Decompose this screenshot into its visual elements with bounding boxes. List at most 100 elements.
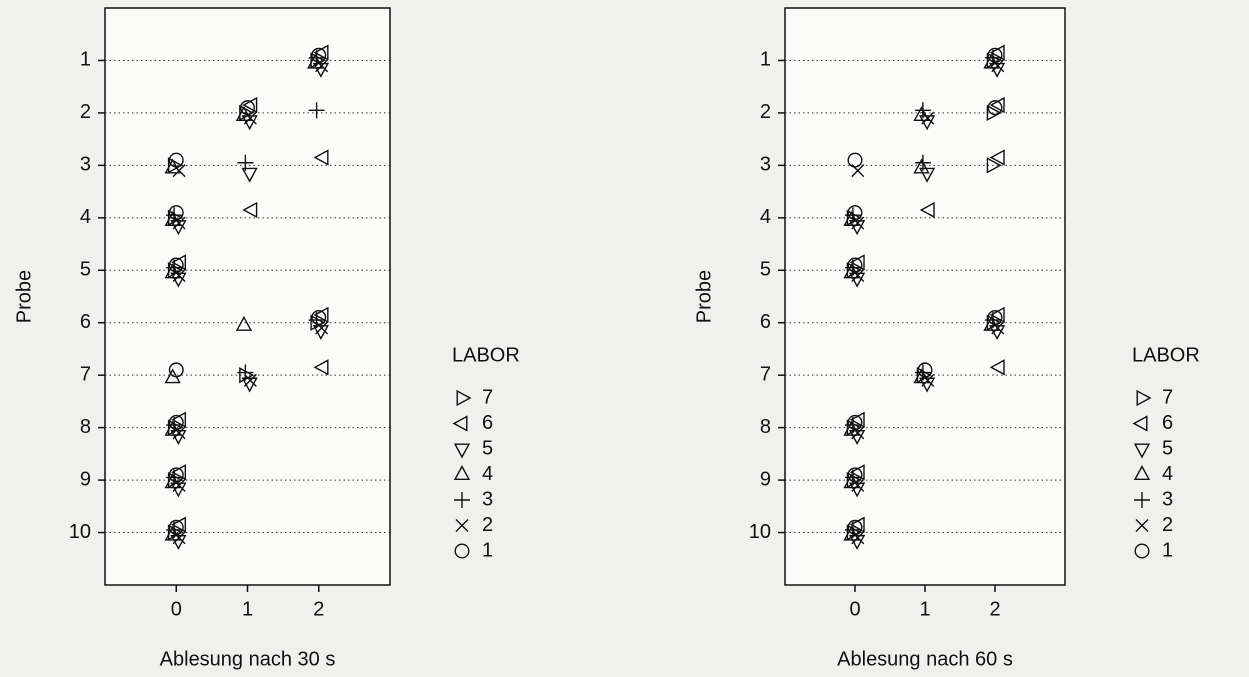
- y-tick-label: 8: [80, 416, 91, 438]
- x-axis-label: Ablesung nach 30 s: [160, 648, 336, 670]
- marker-triangle-right: [846, 262, 862, 279]
- x-tick-label: 1: [242, 598, 253, 620]
- marker-triangle-right: [310, 314, 326, 331]
- y-tick-label: 6: [80, 311, 91, 333]
- legend-label: 1: [482, 539, 493, 561]
- legend-marker: [455, 519, 469, 532]
- marker-triangle-down: [170, 482, 187, 498]
- marker-plus: [308, 102, 325, 119]
- y-tick-label: 2: [80, 101, 91, 123]
- y-tick-label: 5: [760, 259, 771, 281]
- x-tick-label: 2: [313, 598, 324, 620]
- marker-triangle-left: [849, 464, 865, 481]
- marker-triangle-up: [913, 106, 930, 122]
- legend-marker: [1136, 389, 1152, 407]
- legend-marker: [454, 543, 470, 559]
- marker-triangle-down: [848, 482, 866, 498]
- marker-triangle-left: [849, 516, 865, 533]
- marker-triangle-left: [171, 464, 187, 481]
- x-axis-label: Ablesung nach 60 s: [837, 648, 1013, 670]
- marker-triangle-right: [986, 52, 1002, 69]
- marker-triangle-left: [849, 254, 865, 271]
- marker-triangle-left: [989, 306, 1005, 323]
- y-axis-label: Probe: [13, 270, 35, 323]
- y-tick-label: 3: [760, 154, 771, 176]
- marker-triangle-left: [242, 96, 258, 114]
- marker-triangle-left: [171, 411, 187, 428]
- legend-marker: [1134, 492, 1150, 508]
- marker-triangle-right: [846, 209, 862, 226]
- marker-triangle-down: [918, 115, 936, 131]
- marker-triangle-left: [989, 44, 1005, 61]
- legend-title: LABOR: [452, 344, 520, 366]
- y-axis-label: Probe: [693, 270, 715, 323]
- marker-triangle-down: [170, 272, 187, 288]
- y-tick-label: 5: [80, 259, 91, 281]
- y-tick-label: 7: [80, 363, 91, 385]
- y-tick-label: 3: [80, 154, 91, 176]
- legend-marker: [1134, 543, 1150, 559]
- legend-marker: [453, 443, 471, 459]
- marker-triangle-left: [313, 359, 329, 376]
- marker-triangle-down: [241, 115, 258, 131]
- legend-label: 6: [482, 412, 493, 434]
- marker-triangle-right: [239, 104, 255, 122]
- x-tick-label: 0: [171, 598, 182, 620]
- marker-triangle-up: [164, 368, 181, 384]
- marker-triangle-right: [167, 524, 183, 541]
- legend-title: LABOR: [1132, 344, 1200, 366]
- marker-triangle-down: [918, 167, 936, 183]
- legend-marker: [453, 465, 471, 480]
- legend-label: 7: [482, 386, 493, 408]
- y-tick-label: 10: [69, 521, 91, 543]
- marker-circle: [987, 100, 1003, 116]
- legend-label: 4: [482, 463, 493, 485]
- marker-triangle-left: [171, 254, 187, 271]
- marker-triangle-down: [312, 325, 330, 341]
- marker-triangle-left: [989, 96, 1005, 114]
- y-tick-label: 6: [760, 311, 771, 333]
- legend-label: 1: [1162, 539, 1173, 561]
- marker-triangle-down: [170, 220, 187, 236]
- marker-triangle-right: [846, 524, 862, 541]
- marker-triangle-right: [167, 419, 183, 436]
- legend-marker: [454, 492, 470, 508]
- y-tick-label: 1: [760, 49, 771, 71]
- marker-triangle-right: [916, 367, 932, 384]
- marker-triangle-right: [167, 157, 183, 174]
- y-tick-label: 4: [80, 206, 91, 228]
- legend-label: 2: [1162, 514, 1173, 536]
- marker-triangle-left: [849, 411, 865, 428]
- y-tick-label: 7: [760, 363, 771, 385]
- legend-label: 5: [482, 437, 493, 459]
- marker-triangle-left: [313, 149, 329, 166]
- marker-triangle-right: [846, 419, 862, 436]
- marker-triangle-right: [986, 157, 1002, 174]
- legend-marker: [1133, 465, 1151, 480]
- marker-triangle-left: [242, 201, 258, 219]
- y-tick-label: 9: [80, 468, 91, 490]
- y-tick-label: 8: [760, 416, 771, 438]
- legend-label: 4: [1162, 463, 1173, 485]
- marker-triangle-right: [167, 262, 183, 279]
- marker-triangle-right: [167, 471, 183, 489]
- marker-triangle-right: [239, 367, 255, 384]
- marker-triangle-left: [313, 306, 329, 323]
- marker-triangle-left: [313, 44, 329, 61]
- legend-label: 6: [1162, 412, 1173, 434]
- marker-triangle-down: [988, 325, 1006, 341]
- legend-label: 5: [1162, 437, 1173, 459]
- marker-triangle-down: [170, 534, 187, 550]
- y-tick-label: 1: [80, 49, 91, 71]
- marker-triangle-down: [918, 377, 936, 393]
- legend-label: 3: [482, 488, 493, 510]
- marker-triangle-down: [241, 377, 258, 393]
- marker-triangle-right: [167, 209, 183, 226]
- legend-marker: [456, 389, 472, 407]
- marker-triangle-down: [312, 62, 330, 78]
- plot-area: [104, 7, 391, 586]
- marker-x: [851, 164, 865, 178]
- legend-marker: [1135, 519, 1149, 532]
- marker-triangle-up: [235, 315, 253, 331]
